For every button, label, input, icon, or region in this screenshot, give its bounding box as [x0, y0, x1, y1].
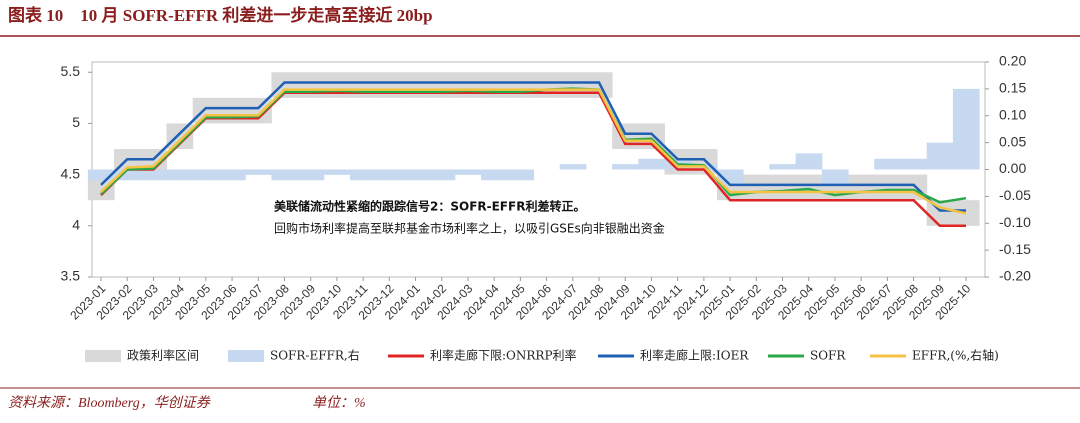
- legend-swatch: [228, 350, 264, 362]
- spread-bar: [323, 169, 351, 175]
- y-tick-label: 5.5: [61, 63, 81, 79]
- legend-label: SOFR-EFFR,右: [270, 348, 360, 363]
- policy-band: [848, 174, 875, 201]
- y2-tick-label: 0.00: [999, 160, 1026, 176]
- source: 资料来源：Bloomberg，华创证券: [8, 395, 211, 411]
- y2-tick-label: -0.20: [999, 268, 1031, 284]
- spread-bar: [192, 169, 220, 181]
- spread-bar: [271, 169, 299, 181]
- spread-bar: [114, 169, 141, 181]
- spread-bar: [402, 169, 430, 181]
- policy-band: [559, 72, 587, 98]
- policy-band: [507, 72, 534, 98]
- unit: 单位：%: [312, 395, 366, 411]
- policy-band: [454, 72, 482, 98]
- policy-band: [769, 174, 797, 201]
- spread-bar: [716, 169, 744, 186]
- legend-label: EFFR,(%,右轴): [912, 348, 999, 363]
- y-tick-label: 5: [72, 114, 80, 130]
- legend-swatch: [85, 350, 121, 362]
- spread-bar: [638, 158, 666, 170]
- spread-bar: [926, 142, 954, 170]
- spread-bar: [428, 169, 456, 181]
- spread-bar: [795, 153, 823, 170]
- spread-bar: [297, 169, 325, 181]
- spread-bar: [874, 158, 901, 170]
- spread-bar: [481, 169, 508, 181]
- annotation: 回购市场利率提高至联邦基金市场利率之上，以吸引GSEs向非银融出资金: [274, 221, 665, 236]
- policy-band: [323, 72, 351, 98]
- policy-band: [376, 72, 403, 98]
- policy-band: [533, 72, 561, 98]
- y-tick-label: 3.5: [61, 268, 81, 284]
- spread-bar: [900, 158, 928, 170]
- chart-title: 图表 10 10 月 SOFR-EFFR 利差进一步走高至接近 20bp: [8, 5, 433, 25]
- policy-band: [428, 72, 456, 98]
- spread-bar: [769, 164, 797, 170]
- y2-tick-label: 0.05: [999, 133, 1026, 149]
- legend-label: 利率走廊上限:IOER: [640, 348, 749, 363]
- spread-bar: [952, 88, 980, 170]
- spread-bar: [507, 169, 534, 181]
- series-line: [100, 91, 966, 228]
- policy-band: [874, 174, 901, 201]
- policy-band: [218, 97, 246, 124]
- policy-band: [350, 72, 377, 98]
- y-tick-label: 4: [72, 217, 80, 233]
- annotation: 美联储流动性紧缩的跟踪信号2：SOFR-EFFR利差转正。: [274, 199, 585, 214]
- series-line: [100, 81, 966, 212]
- policy-band: [481, 72, 508, 98]
- spread-bar: [245, 169, 272, 175]
- spread-bar: [87, 169, 115, 181]
- y-tick-label: 4.5: [61, 165, 81, 181]
- policy-band: [795, 174, 823, 201]
- y2-tick-label: -0.10: [999, 214, 1031, 230]
- legend-label: SOFR: [810, 349, 846, 363]
- spread-bar: [166, 169, 194, 181]
- policy-band: [297, 72, 325, 98]
- policy-band: [402, 72, 430, 98]
- spread-bar: [350, 169, 377, 181]
- y2-tick-label: -0.15: [999, 241, 1031, 257]
- spread-bar: [454, 169, 482, 175]
- y2-tick-label: 0.15: [999, 80, 1026, 96]
- y2-tick-label: 0.10: [999, 106, 1026, 122]
- legend-label: 利率走廊下限:ONRRP利率: [430, 348, 577, 363]
- legend-label: 政策利率区间: [127, 348, 199, 363]
- spread-bar: [376, 169, 403, 181]
- spread-bar: [559, 164, 587, 170]
- policy-band: [926, 200, 954, 226]
- spread-bar: [218, 169, 246, 181]
- spread-bar: [612, 164, 639, 170]
- y2-tick-label: -0.05: [999, 187, 1031, 203]
- policy-band: [952, 200, 980, 226]
- policy-band: [743, 174, 770, 201]
- spread-bar: [140, 169, 168, 181]
- spread-bar: [821, 169, 849, 186]
- series-line: [100, 88, 967, 215]
- y2-tick-label: 0.20: [999, 53, 1026, 69]
